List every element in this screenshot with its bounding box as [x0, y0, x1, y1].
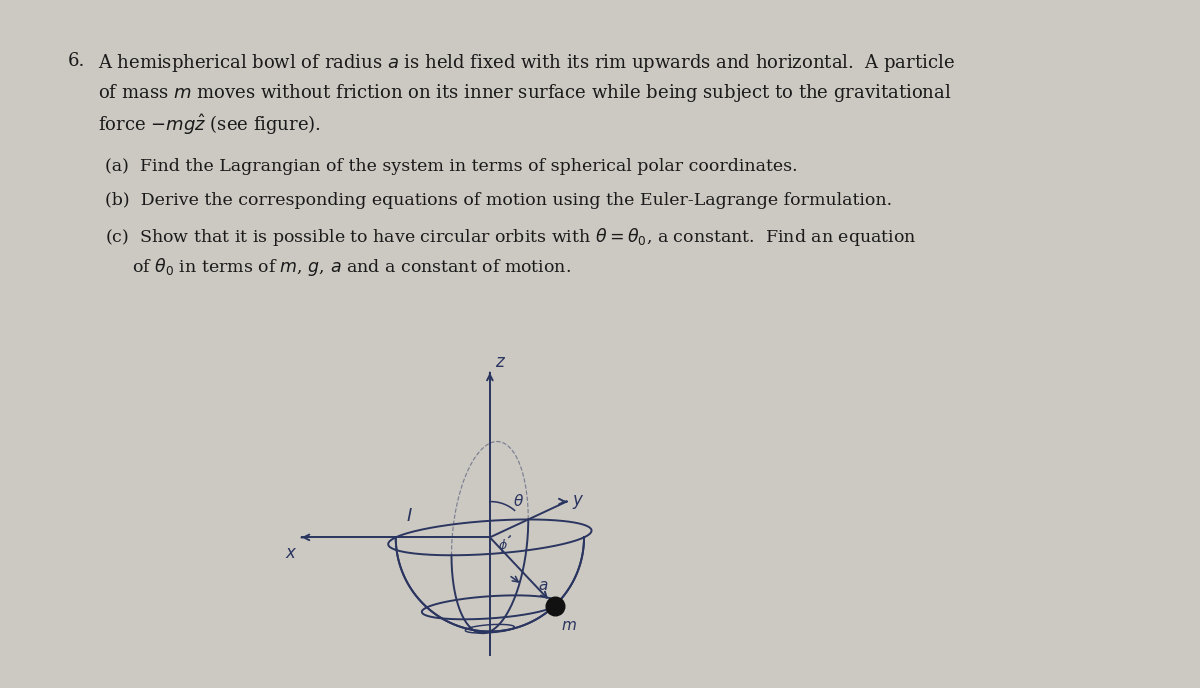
- Text: (b)  Derive the corresponding equations of motion using the Euler-Lagrange formu: (b) Derive the corresponding equations o…: [106, 192, 892, 209]
- Text: $\phi$: $\phi$: [498, 537, 509, 554]
- Text: A hemispherical bowl of radius $a$ is held fixed with its rim upwards and horizo: A hemispherical bowl of radius $a$ is he…: [98, 52, 955, 74]
- Text: (c)  Show that it is possible to have circular orbits with $\theta = \theta_0$, : (c) Show that it is possible to have cir…: [106, 226, 917, 248]
- Text: $y$: $y$: [572, 493, 584, 510]
- Point: [545, 601, 564, 612]
- Text: $\theta$: $\theta$: [512, 493, 524, 509]
- Text: of mass $m$ moves without friction on its inner surface while being subject to t: of mass $m$ moves without friction on it…: [98, 82, 952, 104]
- Text: $a$: $a$: [539, 579, 548, 593]
- Text: 6.: 6.: [68, 52, 85, 70]
- Text: $m$: $m$: [562, 619, 577, 634]
- Text: $x$: $x$: [286, 545, 298, 562]
- Text: force $-mg\hat{z}$ (see figure).: force $-mg\hat{z}$ (see figure).: [98, 112, 320, 137]
- Text: (a)  Find the Lagrangian of the system in terms of spherical polar coordinates.: (a) Find the Lagrangian of the system in…: [106, 158, 798, 175]
- Text: $I$: $I$: [406, 507, 413, 525]
- Text: of $\theta_0$ in terms of $m$, $g$, $a$ and a constant of motion.: of $\theta_0$ in terms of $m$, $g$, $a$ …: [132, 256, 571, 278]
- Text: $z$: $z$: [494, 354, 505, 371]
